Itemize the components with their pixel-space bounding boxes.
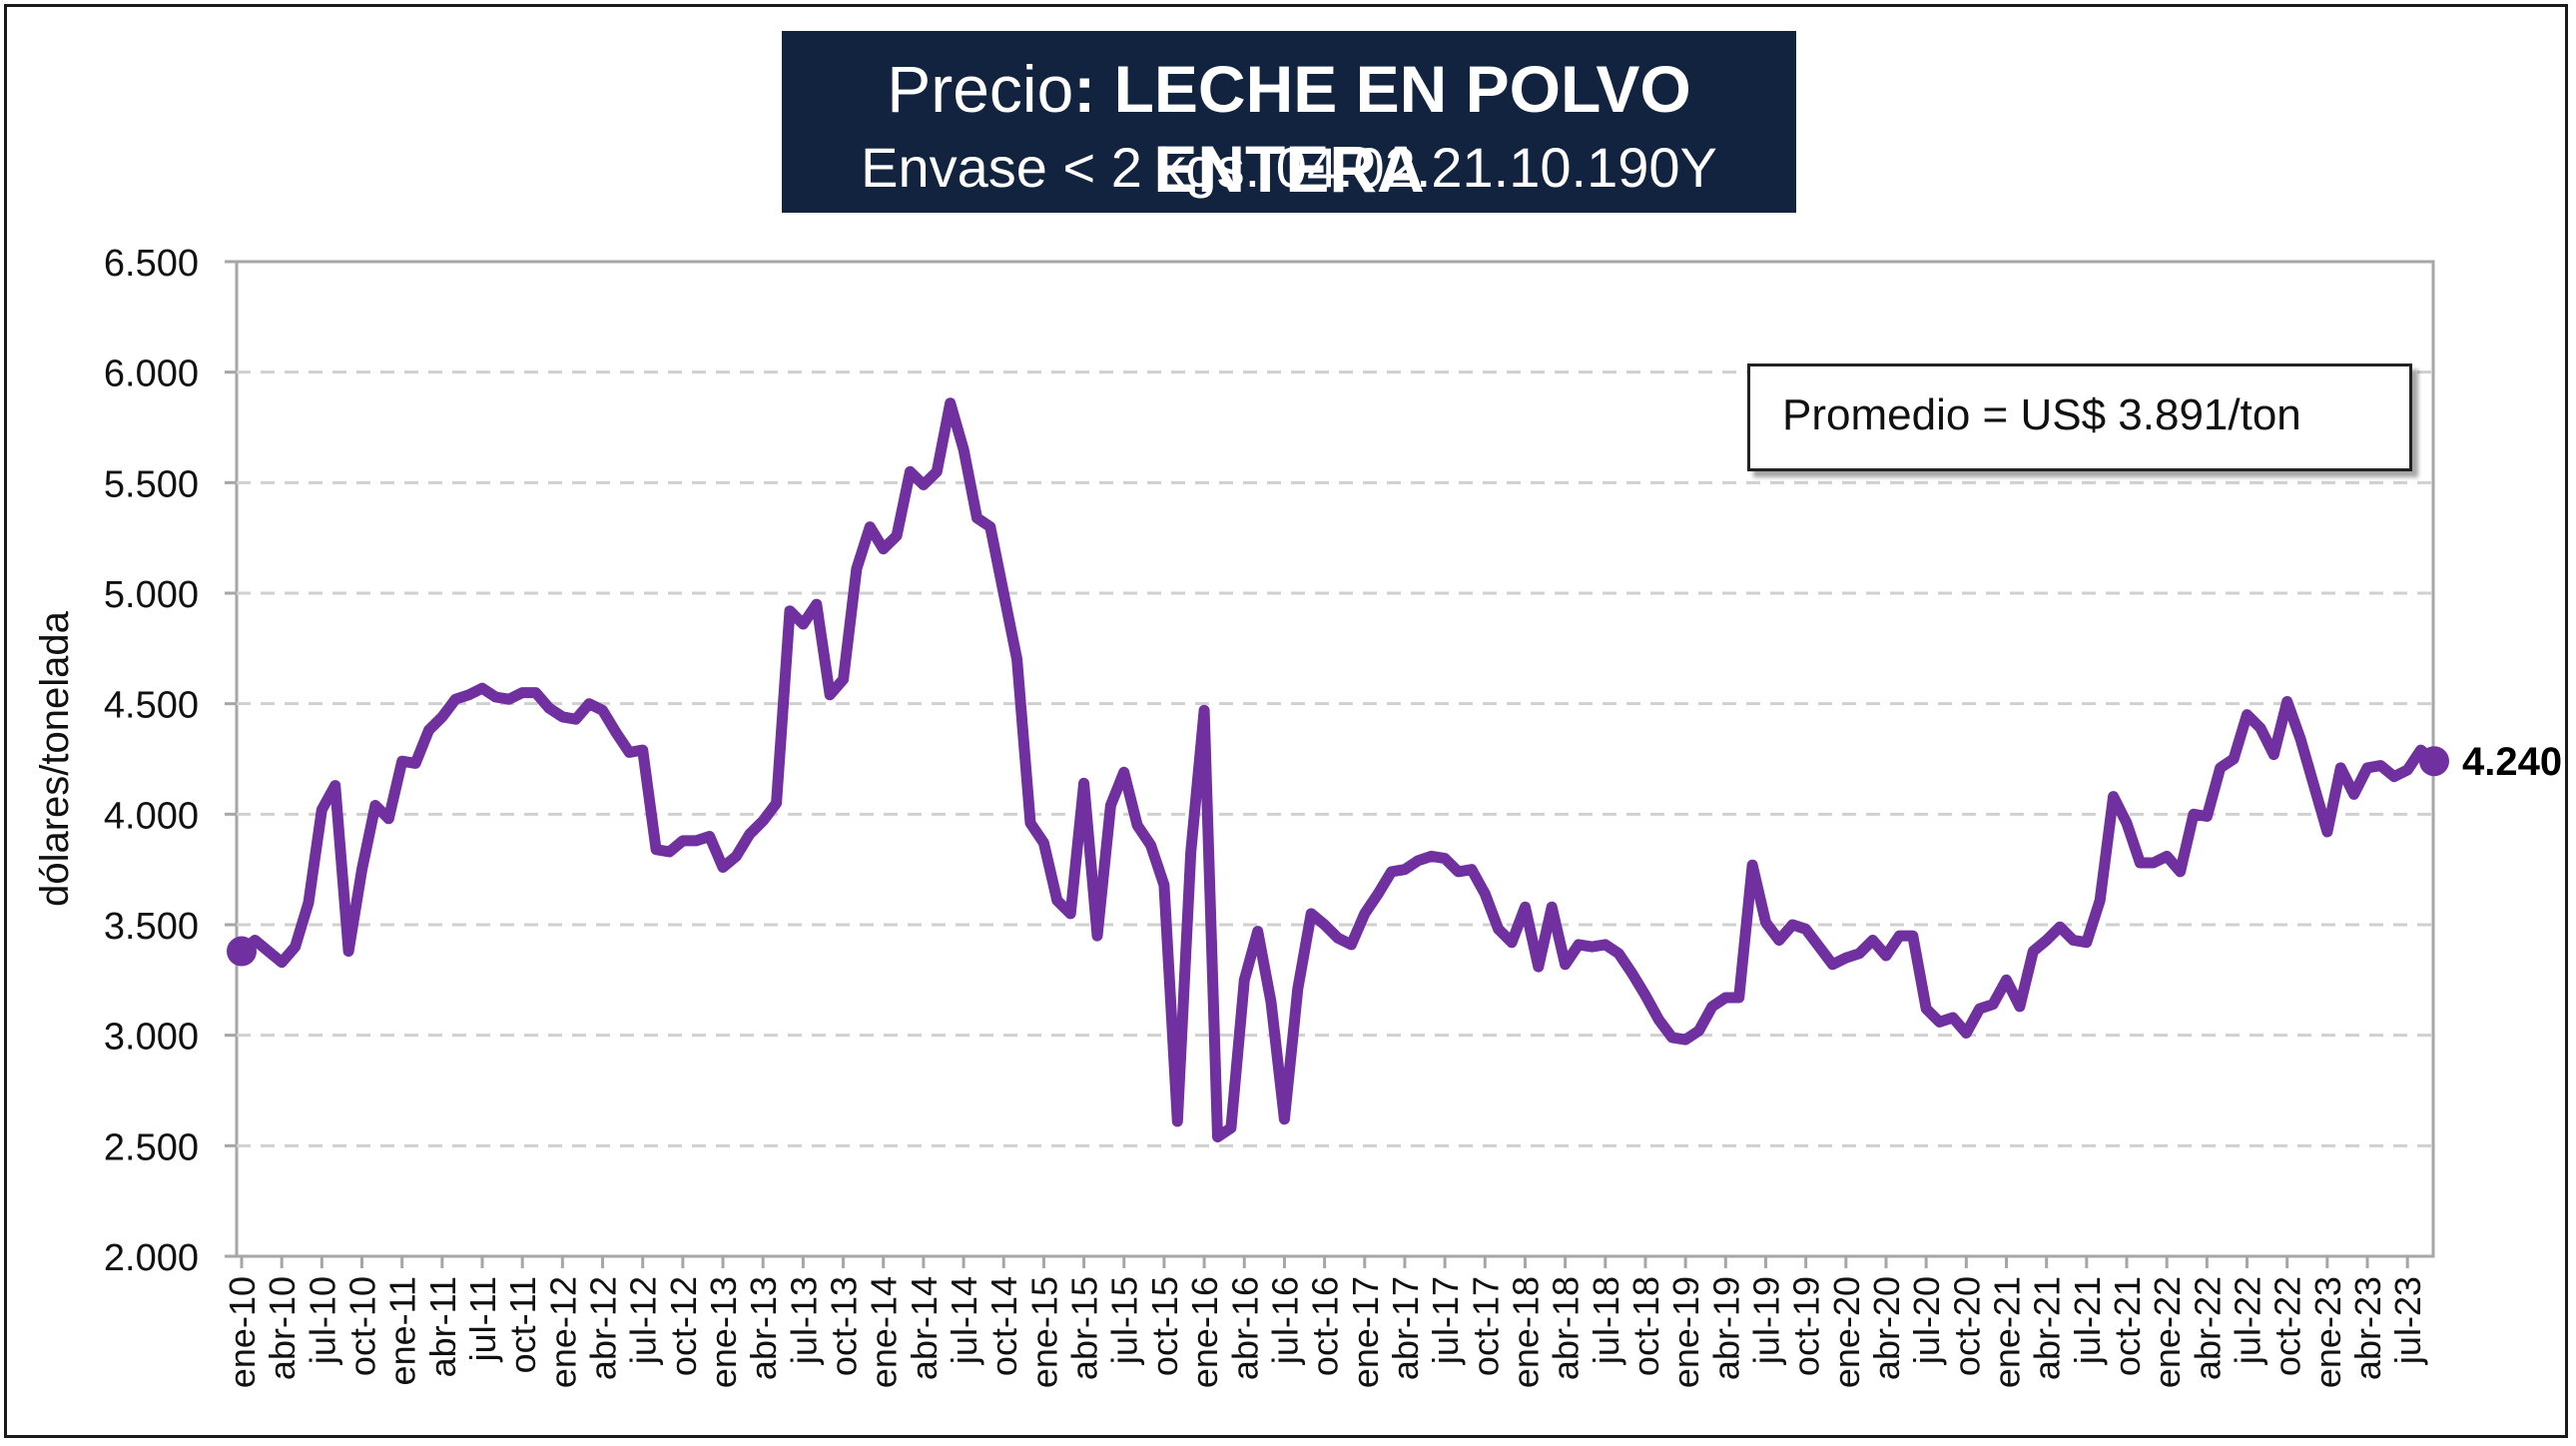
x-tick-label: oct-16 — [1305, 1276, 1346, 1376]
average-label: Promedio = US$ 3.891/ton — [1782, 390, 2301, 439]
x-tick-label: oct-20 — [1946, 1276, 1987, 1376]
x-tick-label: jul-20 — [1906, 1276, 1947, 1365]
x-tick-label: ene-16 — [1184, 1276, 1225, 1388]
x-tick-label: abr-10 — [262, 1276, 303, 1380]
x-tick-label: oct-18 — [1625, 1276, 1666, 1376]
x-tick-label: jul-23 — [2387, 1276, 2428, 1365]
x-tick-label: oct-17 — [1465, 1276, 1506, 1376]
x-tick-label: abr-21 — [2027, 1276, 2068, 1380]
x-tick-label: oct-13 — [824, 1276, 865, 1376]
y-tick-label: 2.500 — [104, 1126, 199, 1168]
last-value-label: 4.240 — [2462, 740, 2562, 784]
x-tick-label: jul-13 — [783, 1276, 824, 1365]
y-tick-label: 6.000 — [104, 354, 199, 395]
y-tick-label: 3.500 — [104, 906, 199, 948]
x-tick-label: abr-18 — [1546, 1276, 1587, 1380]
x-tick-label: oct-14 — [983, 1276, 1024, 1376]
x-tick-label: jul-21 — [2067, 1276, 2108, 1365]
x-tick-label: abr-20 — [1866, 1276, 1907, 1380]
x-tick-label: oct-10 — [342, 1276, 383, 1376]
x-tick-label: ene-21 — [1986, 1276, 2027, 1388]
x-tick-label: ene-19 — [1665, 1276, 1706, 1388]
series-line — [236, 397, 2440, 1142]
x-tick-label: ene-11 — [382, 1276, 423, 1385]
y-tick-label: 3.000 — [104, 1017, 199, 1059]
chart-title: Precio: LECHE EN POLVO ENTERA — [782, 49, 1796, 209]
x-tick-label: jul-22 — [2228, 1276, 2268, 1365]
x-tick-label: abr-13 — [743, 1276, 784, 1380]
x-tick-label: jul-17 — [1425, 1276, 1466, 1365]
x-tick-label: jul-16 — [1264, 1276, 1305, 1365]
x-tick-label: oct-21 — [2107, 1276, 2148, 1376]
x-tick-label: jul-18 — [1586, 1276, 1626, 1365]
x-tick-label: oct-11 — [502, 1276, 543, 1373]
x-tick-label: jul-10 — [302, 1276, 342, 1365]
x-tick-label: oct-12 — [663, 1276, 704, 1376]
end-point-marker — [2418, 746, 2449, 777]
y-tick-label: 2.000 — [104, 1237, 199, 1279]
x-tick-label: jul-11 — [462, 1276, 503, 1362]
start-point-marker — [227, 936, 257, 967]
x-tick-label: abr-17 — [1385, 1276, 1426, 1380]
x-tick-label: oct-22 — [2267, 1276, 2308, 1376]
y-tick-label: 6.500 — [104, 243, 199, 285]
y-tick-label: 4.000 — [104, 795, 199, 837]
x-tick-label: ene-23 — [2307, 1276, 2348, 1388]
x-tick-label: abr-23 — [2347, 1276, 2388, 1380]
x-tick-label: abr-16 — [1224, 1276, 1265, 1380]
title-prefix: Precio — [887, 52, 1074, 126]
x-tick-label: ene-10 — [222, 1276, 263, 1388]
x-tick-label: ene-18 — [1505, 1276, 1546, 1388]
x-tick-label: oct-19 — [1786, 1276, 1827, 1376]
x-tick-label: abr-19 — [1705, 1276, 1746, 1380]
x-tick-label: oct-15 — [1144, 1276, 1185, 1376]
x-tick-label: jul-19 — [1745, 1276, 1786, 1365]
chart-title-box: Precio: LECHE EN POLVO ENTERA Envase < 2… — [782, 31, 1796, 213]
x-tick-label: ene-15 — [1023, 1276, 1064, 1388]
x-tick-label: ene-20 — [1826, 1276, 1867, 1388]
x-axis-ticks: ene-10 abr-10 jul-10 oct-10 ene-11 abr-11 jul-… — [222, 1256, 2428, 1388]
x-tick-label: abr-12 — [583, 1276, 624, 1380]
x-tick-label: abr-22 — [2187, 1276, 2228, 1380]
y-axis-label: dólares/tonelada — [33, 610, 77, 907]
y-tick-label: 5.500 — [104, 463, 199, 505]
y-tick-label: 4.500 — [104, 685, 199, 727]
x-tick-label: jul-12 — [623, 1276, 664, 1365]
x-tick-label: ene-22 — [2147, 1276, 2188, 1388]
x-tick-label: abr-15 — [1064, 1276, 1105, 1380]
x-tick-label: ene-13 — [703, 1276, 744, 1388]
title-product: : LECHE EN POLVO ENTERA — [1073, 52, 1691, 206]
x-tick-label: ene-14 — [864, 1276, 905, 1388]
x-tick-label: abr-14 — [904, 1276, 945, 1380]
y-tick-label: 5.000 — [104, 574, 199, 616]
x-tick-label: jul-14 — [944, 1276, 984, 1365]
chart-subtitle: Envase < 2 kgs. 04.02.21.10.190Y — [861, 136, 1717, 199]
x-tick-label: ene-17 — [1345, 1276, 1386, 1388]
x-tick-label: ene-12 — [542, 1276, 583, 1388]
x-tick-label: abr-11 — [422, 1276, 463, 1377]
x-tick-label: jul-15 — [1104, 1276, 1145, 1365]
average-annotation-box: Promedio = US$ 3.891/ton — [1747, 363, 2412, 471]
y-axis-ticks: 2.000 2.500 3.000 3.500 4.000 4.500 5.000 5.500… — [104, 243, 237, 1279]
